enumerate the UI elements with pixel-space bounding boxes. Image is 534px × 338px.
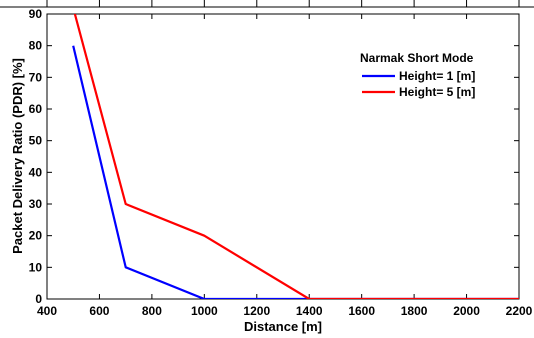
y-tick-label: 40 <box>29 165 43 179</box>
x-tick-label: 1400 <box>296 304 323 318</box>
y-tick-label: 50 <box>29 134 43 148</box>
series-lines <box>72 14 519 299</box>
y-axis-label: Packet Delivery Ratio (PDR) [%] <box>10 58 25 254</box>
x-tick-label: 1000 <box>191 304 218 318</box>
legend: Narmak Short Mode Height= 1 [m] Height= 5… <box>360 51 475 99</box>
axis-ticks: 400 600 800 1000 1200 1400 1600 1800 2000 2200 0 10… <box>29 7 533 318</box>
legend-title: Narmak Short Mode <box>360 51 474 65</box>
legend-label-2: Height= 5 [m] <box>399 85 475 99</box>
x-tick-label: 2200 <box>506 304 533 318</box>
plot-area <box>46 13 520 300</box>
x-axis-label: Distance [m] <box>244 319 322 334</box>
y-tick-label: 30 <box>29 197 43 211</box>
x-tick-label: 1600 <box>348 304 375 318</box>
y-tick-label: 90 <box>29 7 43 21</box>
y-tick-label: 20 <box>29 229 43 243</box>
series-line-2 <box>73 14 519 299</box>
legend-label-1: Height= 1 [m] <box>399 69 475 83</box>
y-tick-label: 0 <box>35 292 42 306</box>
y-tick-label: 60 <box>29 102 43 116</box>
y-tick-label: 10 <box>29 260 43 274</box>
y-tick-label: 70 <box>29 70 43 84</box>
x-tick-label: 600 <box>89 304 109 318</box>
x-tick-label: 2000 <box>453 304 480 318</box>
series-line-1 <box>72 45 519 299</box>
y-tick-label: 80 <box>29 39 43 53</box>
x-tick-label: 1800 <box>401 304 428 318</box>
top-tick-marks <box>0 0 534 8</box>
x-tick-label: 400 <box>37 304 57 318</box>
x-tick-label: 800 <box>142 304 162 318</box>
x-tick-label: 1200 <box>243 304 270 318</box>
